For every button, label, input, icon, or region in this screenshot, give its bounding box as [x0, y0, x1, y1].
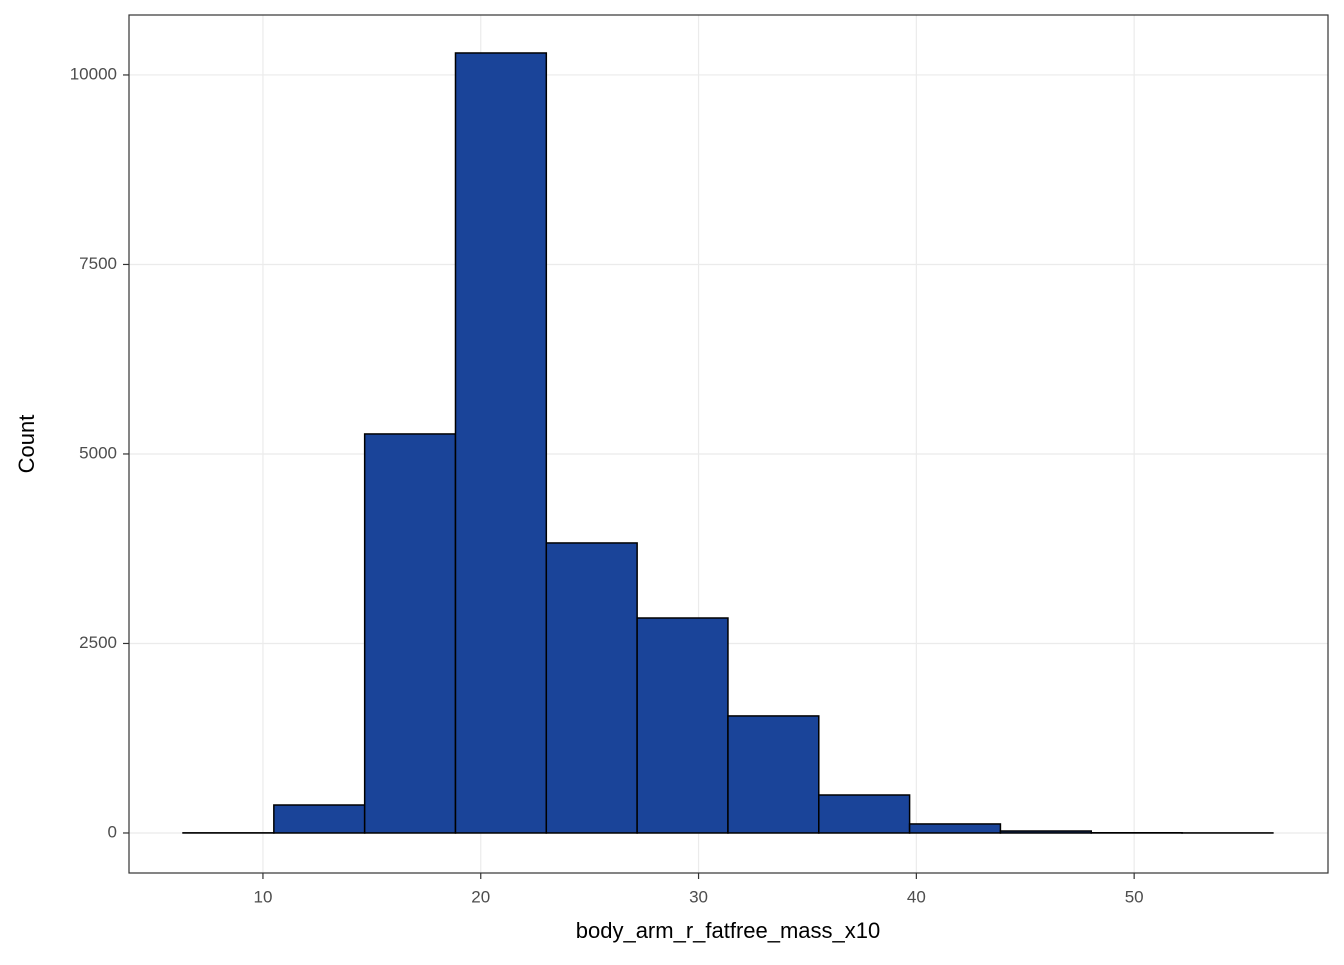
bar: [455, 53, 546, 833]
y-tick-label: 2500: [79, 633, 117, 652]
x-tick-label: 50: [1125, 887, 1144, 906]
x-tick-label: 30: [689, 887, 708, 906]
bar: [728, 716, 819, 833]
bar: [819, 795, 910, 833]
x-axis-title: body_arm_r_fatfree_mass_x10: [576, 918, 881, 943]
bar: [365, 434, 456, 833]
bar: [910, 824, 1001, 833]
bar: [1000, 831, 1091, 833]
y-tick-label: 0: [108, 822, 117, 841]
y-tick-label: 7500: [79, 254, 117, 273]
x-tick-label: 40: [907, 887, 926, 906]
x-tick-label: 20: [471, 887, 490, 906]
y-axis-title: Count: [14, 415, 39, 474]
x-tick-label: 10: [253, 887, 272, 906]
y-tick-label: 10000: [70, 64, 117, 83]
y-tick-label: 5000: [79, 443, 117, 462]
bar: [546, 543, 637, 833]
bar: [637, 618, 728, 833]
bar: [274, 805, 365, 833]
